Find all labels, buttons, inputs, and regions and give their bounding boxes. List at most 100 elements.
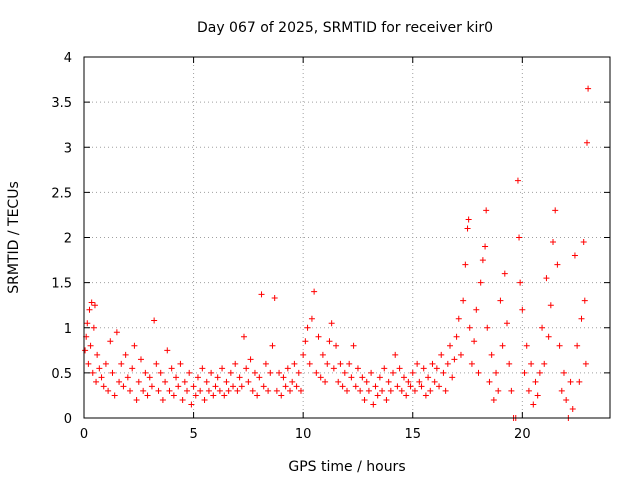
data-point xyxy=(335,378,342,385)
data-point xyxy=(497,297,504,304)
y-tick-label: 0.5 xyxy=(51,367,72,382)
data-point xyxy=(464,225,471,232)
data-point xyxy=(407,383,414,390)
data-point xyxy=(140,387,147,394)
data-point xyxy=(484,324,491,331)
data-point xyxy=(339,383,346,390)
data-point xyxy=(482,243,489,250)
data-point xyxy=(313,369,320,376)
data-point xyxy=(256,374,263,381)
data-point xyxy=(370,401,377,408)
data-point xyxy=(282,383,289,390)
data-point xyxy=(523,342,530,349)
data-point xyxy=(361,396,368,403)
data-point xyxy=(91,302,98,309)
data-point xyxy=(506,360,513,367)
data-point xyxy=(447,342,454,349)
data-point xyxy=(453,333,460,340)
x-tick-label: 10 xyxy=(295,427,312,442)
data-points xyxy=(82,85,592,421)
data-point xyxy=(376,374,383,381)
data-point xyxy=(585,85,592,92)
data-point xyxy=(273,387,280,394)
data-point xyxy=(466,324,473,331)
data-point xyxy=(291,360,298,367)
data-point xyxy=(245,378,252,385)
data-point xyxy=(488,351,495,358)
data-point xyxy=(181,378,188,385)
data-point xyxy=(179,396,186,403)
data-point xyxy=(129,365,136,372)
data-point xyxy=(287,387,294,394)
data-point xyxy=(422,392,429,399)
data-point xyxy=(322,378,329,385)
data-point xyxy=(493,369,500,376)
data-point xyxy=(197,387,204,394)
data-point xyxy=(284,365,291,372)
data-point xyxy=(111,392,118,399)
data-point xyxy=(94,351,101,358)
data-point xyxy=(199,365,206,372)
data-point xyxy=(387,387,394,394)
data-point xyxy=(221,392,228,399)
data-point xyxy=(583,139,590,146)
data-point xyxy=(212,383,219,390)
data-point xyxy=(98,374,105,381)
y-tick-label: 4 xyxy=(64,51,72,66)
data-point xyxy=(311,288,318,295)
data-point xyxy=(536,369,543,376)
data-point xyxy=(188,401,195,408)
data-point xyxy=(368,369,375,376)
data-point xyxy=(578,315,585,322)
data-point xyxy=(438,351,445,358)
data-point xyxy=(87,342,94,349)
data-point xyxy=(444,360,451,367)
data-point xyxy=(534,392,541,399)
data-point xyxy=(563,396,570,403)
data-point xyxy=(418,383,425,390)
data-point xyxy=(308,315,315,322)
data-point xyxy=(460,297,467,304)
data-point xyxy=(352,383,359,390)
data-point xyxy=(319,351,326,358)
data-point xyxy=(107,338,114,345)
x-tick-label: 15 xyxy=(404,427,421,442)
y-tick-label: 3.5 xyxy=(51,96,72,111)
data-point xyxy=(225,387,232,394)
data-point xyxy=(168,365,175,372)
data-point xyxy=(420,365,427,372)
data-point xyxy=(550,239,557,246)
data-point xyxy=(490,396,497,403)
data-point xyxy=(451,356,458,363)
data-point xyxy=(269,342,276,349)
data-point xyxy=(208,369,215,376)
data-point xyxy=(374,392,381,399)
data-point xyxy=(265,387,272,394)
data-point xyxy=(295,369,302,376)
data-point xyxy=(473,306,480,313)
data-point xyxy=(166,387,173,394)
data-point xyxy=(302,338,309,345)
data-point xyxy=(278,392,285,399)
data-point xyxy=(455,315,462,322)
data-point xyxy=(326,338,333,345)
data-point xyxy=(227,369,234,376)
data-point xyxy=(88,299,95,306)
data-point xyxy=(440,369,447,376)
data-point xyxy=(471,338,478,345)
data-point xyxy=(541,360,548,367)
data-point xyxy=(344,387,350,394)
data-point xyxy=(214,374,221,381)
data-point xyxy=(552,207,559,214)
data-point xyxy=(192,392,199,399)
data-point xyxy=(539,324,546,331)
data-point xyxy=(431,378,438,385)
data-point xyxy=(560,369,567,376)
data-point xyxy=(556,342,563,349)
data-point xyxy=(528,360,535,367)
data-point xyxy=(398,387,405,394)
data-point xyxy=(267,369,274,376)
data-point xyxy=(234,387,241,394)
data-point xyxy=(84,320,91,327)
data-point xyxy=(164,347,171,354)
